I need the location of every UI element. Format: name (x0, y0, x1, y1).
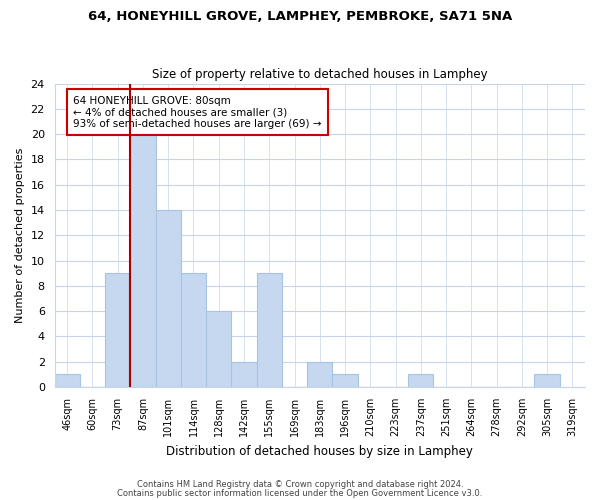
Bar (408, 374, 433, 387)
Bar (155, 210, 181, 387)
Bar (55, 374, 80, 387)
Bar (535, 374, 560, 387)
Text: Contains HM Land Registry data © Crown copyright and database right 2024.: Contains HM Land Registry data © Crown c… (137, 480, 463, 489)
Bar (307, 362, 332, 387)
Title: Size of property relative to detached houses in Lamphey: Size of property relative to detached ho… (152, 68, 488, 81)
Text: Contains public sector information licensed under the Open Government Licence v3: Contains public sector information licen… (118, 488, 482, 498)
Text: 64, HONEYHILL GROVE, LAMPHEY, PEMBROKE, SA71 5NA: 64, HONEYHILL GROVE, LAMPHEY, PEMBROKE, … (88, 10, 512, 23)
X-axis label: Distribution of detached houses by size in Lamphey: Distribution of detached houses by size … (166, 444, 473, 458)
Bar (181, 274, 206, 387)
Bar (105, 274, 130, 387)
Text: 64 HONEYHILL GROVE: 80sqm
← 4% of detached houses are smaller (3)
93% of semi-de: 64 HONEYHILL GROVE: 80sqm ← 4% of detach… (73, 96, 322, 129)
Bar (130, 134, 155, 387)
Y-axis label: Number of detached properties: Number of detached properties (15, 148, 25, 323)
Bar (206, 311, 232, 387)
Bar (257, 274, 282, 387)
Bar (232, 362, 257, 387)
Bar (332, 374, 358, 387)
